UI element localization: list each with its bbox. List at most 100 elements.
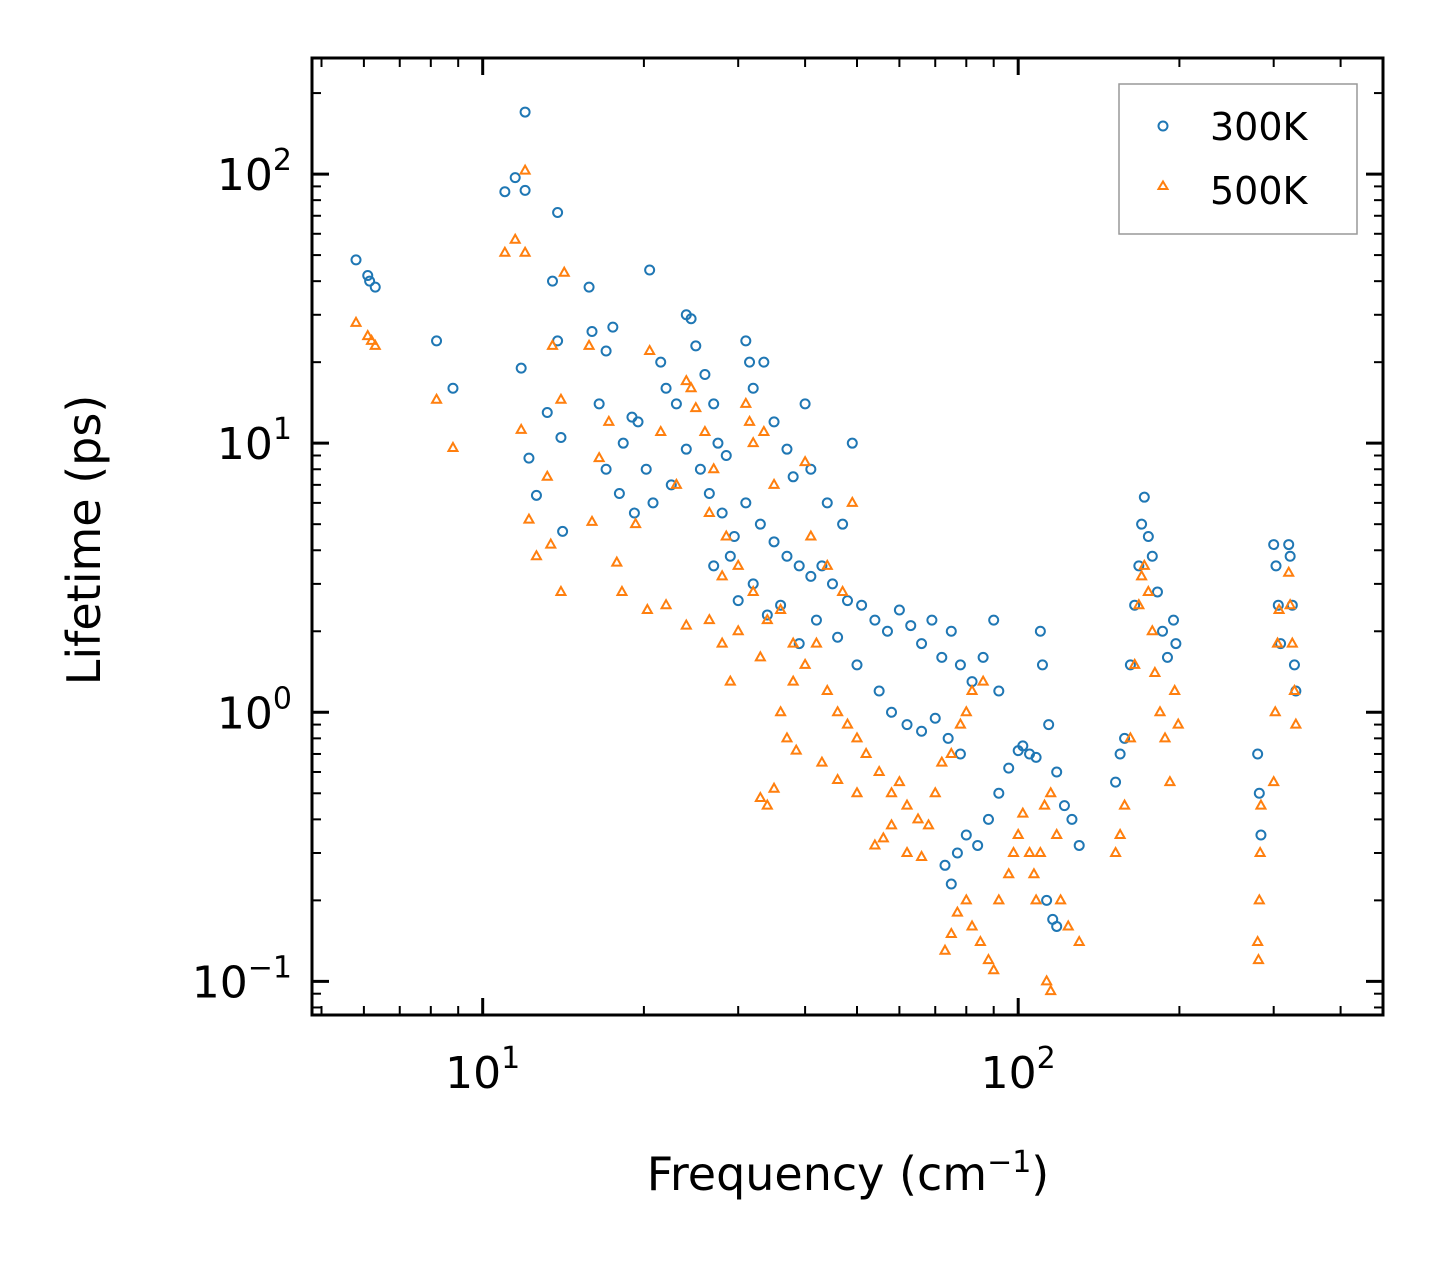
data-point-300K <box>1058 800 1070 812</box>
y-tick-label: 101 <box>217 412 292 470</box>
data-point-300K <box>690 340 702 352</box>
data-point-300K <box>724 550 736 562</box>
data-point-500K <box>1016 806 1030 818</box>
data-point-500K <box>349 315 363 327</box>
data-point-500K <box>976 674 990 686</box>
data-point-300K <box>1270 560 1282 572</box>
data-point-300K <box>1253 787 1265 799</box>
data-point-500K <box>1271 636 1284 648</box>
data-point-500K <box>893 775 906 787</box>
data-point-500K <box>1288 683 1301 695</box>
data-point-300K <box>732 595 744 607</box>
data-point-300K <box>886 706 898 718</box>
legend: 300K 500K <box>1118 83 1358 235</box>
data-point-500K <box>554 392 568 404</box>
data-point-300K <box>1043 719 1055 731</box>
data-point-500K <box>992 893 1006 905</box>
data-point-500K <box>945 926 958 938</box>
data-point-300K <box>939 859 951 871</box>
data-point-300K <box>916 725 928 737</box>
data-point-500K <box>821 558 834 570</box>
data-point-500K <box>767 477 781 489</box>
data-point-300K <box>552 206 564 218</box>
data-point-300K <box>832 631 844 643</box>
data-point-500K <box>831 773 844 785</box>
legend-label-500K: 500K <box>1210 169 1309 213</box>
data-point-500K <box>707 462 720 474</box>
data-point-500K <box>841 717 854 729</box>
data-point-300K <box>1051 766 1063 778</box>
data-point-500K <box>1029 893 1043 905</box>
data-point-300K <box>942 732 954 744</box>
data-point-300K <box>720 449 732 461</box>
data-point-300K <box>1138 491 1150 503</box>
data-point-500K <box>1286 636 1299 648</box>
data-point-300K <box>628 507 640 519</box>
data-point-500K <box>911 812 925 824</box>
data-point-300K <box>670 398 682 410</box>
data-point-500K <box>554 584 568 596</box>
data-point-300K <box>744 356 756 368</box>
data-point-300K <box>530 489 542 501</box>
data-point-300K <box>754 518 766 530</box>
data-point-500K <box>1253 893 1266 905</box>
x-major-ticks: 101 102 <box>445 58 1056 1099</box>
data-point-500K <box>831 705 844 717</box>
data-point-300K <box>837 518 849 530</box>
data-point-300K <box>740 497 752 509</box>
data-point-500K <box>1153 705 1167 717</box>
data-point-500K <box>815 755 829 767</box>
data-point-300K <box>1284 550 1296 562</box>
data-point-300K <box>1017 740 1029 752</box>
data-point-300K <box>708 398 720 410</box>
data-point-300K <box>600 345 612 357</box>
data-point-300K <box>509 172 521 184</box>
data-point-300K <box>988 614 1000 626</box>
data-point-300K <box>816 560 828 572</box>
data-point-300K <box>716 507 728 519</box>
data-point-500K <box>951 905 964 917</box>
data-point-300K <box>821 497 833 509</box>
data-point-500K <box>1007 845 1020 857</box>
data-point-500K <box>1254 798 1268 810</box>
data-point-500K <box>846 495 859 507</box>
data-point-500K <box>680 618 693 630</box>
data-point-300K <box>557 525 569 537</box>
data-point-300K <box>1288 659 1300 671</box>
data-point-500K <box>1113 827 1127 839</box>
data-point-500K <box>935 755 949 767</box>
data-point-500K <box>900 845 914 857</box>
data-point-300K <box>1003 762 1015 774</box>
data-point-500K <box>446 440 460 452</box>
data-point-500K <box>757 425 771 437</box>
data-point-300K <box>647 497 659 509</box>
data-point-500K <box>1138 558 1151 570</box>
data-point-500K <box>960 705 973 717</box>
data-point-300K <box>1030 751 1042 763</box>
data-point-500K <box>877 831 890 843</box>
data-point-500K <box>929 786 942 798</box>
data-point-300K <box>660 382 672 394</box>
data-point-300K <box>447 382 459 394</box>
data-point-300K <box>586 326 598 338</box>
data-point-300K <box>905 620 917 632</box>
data-point-300K <box>768 416 780 428</box>
data-point-300K <box>541 407 553 419</box>
data-point-300K <box>781 550 793 562</box>
data-point-500K <box>514 422 528 434</box>
data-point-300K <box>951 847 963 859</box>
x-axis-title: Frequency (cm−1) <box>647 1145 1050 1201</box>
data-point-500K <box>786 674 800 686</box>
data-point-300K <box>977 651 989 663</box>
data-point-500K <box>720 529 733 541</box>
data-point-500K <box>1135 569 1148 581</box>
data-point-300K <box>945 625 957 637</box>
data-point-300K <box>856 599 868 611</box>
data-point-300K <box>1146 550 1158 562</box>
data-point-500K <box>1034 845 1047 857</box>
data-point-500K <box>602 414 616 426</box>
data-point-500K <box>868 838 882 850</box>
data-point-300K <box>993 685 1005 697</box>
data-point-300K <box>640 463 652 475</box>
data-point-500K <box>1269 705 1282 717</box>
